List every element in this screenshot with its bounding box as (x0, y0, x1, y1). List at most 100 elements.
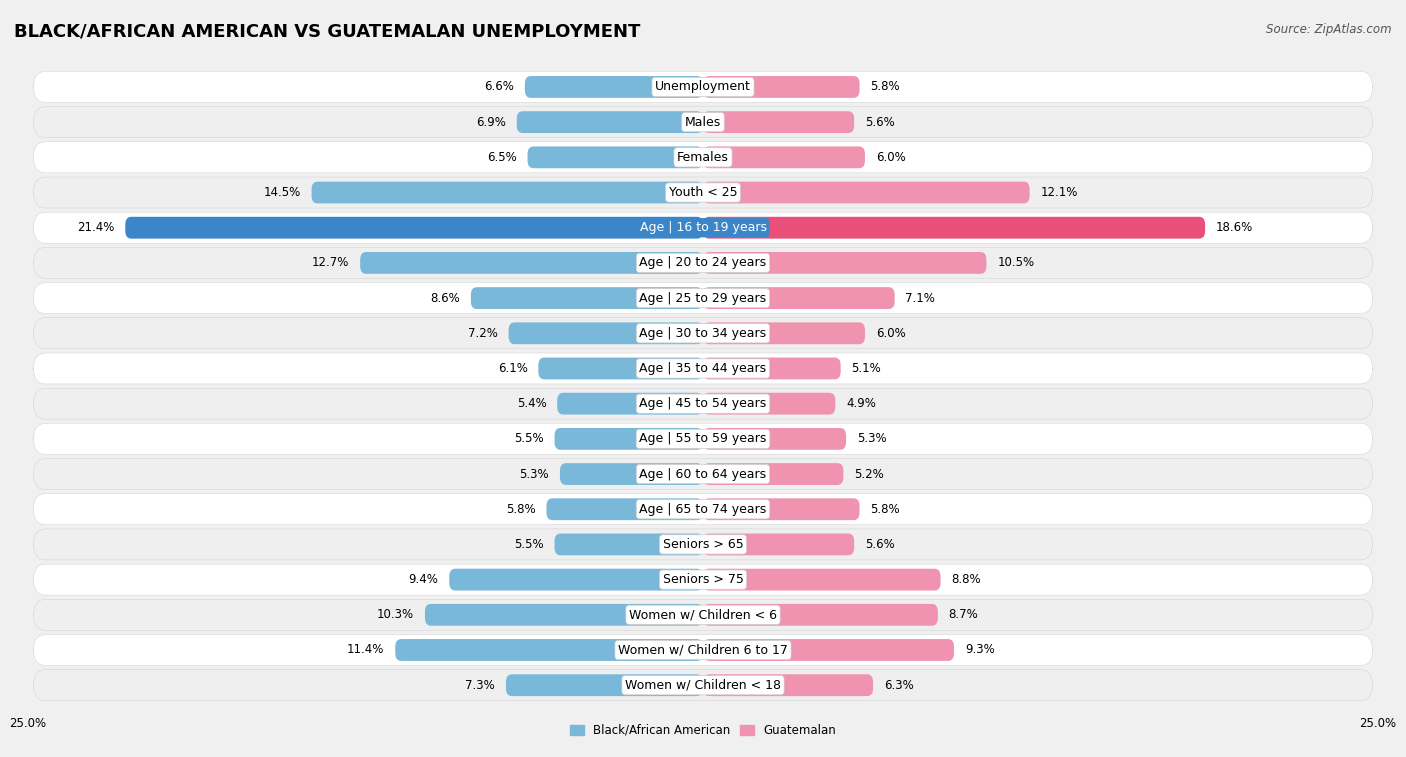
Text: 14.5%: 14.5% (263, 186, 301, 199)
FancyBboxPatch shape (557, 393, 703, 415)
FancyBboxPatch shape (34, 529, 1372, 560)
FancyBboxPatch shape (560, 463, 703, 485)
FancyBboxPatch shape (703, 498, 859, 520)
Text: 12.1%: 12.1% (1040, 186, 1078, 199)
FancyBboxPatch shape (703, 76, 859, 98)
FancyBboxPatch shape (703, 252, 987, 274)
Text: 8.8%: 8.8% (952, 573, 981, 586)
Text: 6.3%: 6.3% (884, 679, 914, 692)
Text: Seniors > 75: Seniors > 75 (662, 573, 744, 586)
Text: 5.8%: 5.8% (870, 80, 900, 93)
FancyBboxPatch shape (360, 252, 703, 274)
Text: Source: ZipAtlas.com: Source: ZipAtlas.com (1267, 23, 1392, 36)
FancyBboxPatch shape (34, 459, 1372, 490)
FancyBboxPatch shape (703, 217, 1205, 238)
FancyBboxPatch shape (527, 146, 703, 168)
FancyBboxPatch shape (554, 428, 703, 450)
FancyBboxPatch shape (34, 142, 1372, 173)
Text: 6.9%: 6.9% (477, 116, 506, 129)
FancyBboxPatch shape (34, 494, 1372, 525)
Text: 8.7%: 8.7% (949, 609, 979, 621)
FancyBboxPatch shape (703, 639, 955, 661)
Text: 18.6%: 18.6% (1216, 221, 1253, 234)
FancyBboxPatch shape (524, 76, 703, 98)
FancyBboxPatch shape (34, 564, 1372, 595)
FancyBboxPatch shape (312, 182, 703, 204)
Text: Age | 55 to 59 years: Age | 55 to 59 years (640, 432, 766, 445)
FancyBboxPatch shape (703, 534, 855, 556)
FancyBboxPatch shape (425, 604, 703, 626)
Text: Age | 30 to 34 years: Age | 30 to 34 years (640, 327, 766, 340)
FancyBboxPatch shape (509, 322, 703, 344)
FancyBboxPatch shape (34, 423, 1372, 454)
Text: Age | 65 to 74 years: Age | 65 to 74 years (640, 503, 766, 516)
FancyBboxPatch shape (703, 604, 938, 626)
Text: 21.4%: 21.4% (77, 221, 114, 234)
FancyBboxPatch shape (395, 639, 703, 661)
FancyBboxPatch shape (34, 353, 1372, 384)
Text: 4.9%: 4.9% (846, 397, 876, 410)
Text: Women w/ Children < 18: Women w/ Children < 18 (626, 679, 780, 692)
FancyBboxPatch shape (703, 393, 835, 415)
Text: 5.6%: 5.6% (865, 116, 894, 129)
Text: Youth < 25: Youth < 25 (669, 186, 737, 199)
FancyBboxPatch shape (34, 318, 1372, 349)
FancyBboxPatch shape (125, 217, 703, 238)
Text: 5.5%: 5.5% (515, 538, 544, 551)
Text: 5.2%: 5.2% (855, 468, 884, 481)
FancyBboxPatch shape (517, 111, 703, 133)
FancyBboxPatch shape (703, 428, 846, 450)
FancyBboxPatch shape (703, 287, 894, 309)
Text: Age | 20 to 24 years: Age | 20 to 24 years (640, 257, 766, 269)
Text: 11.4%: 11.4% (347, 643, 384, 656)
FancyBboxPatch shape (34, 388, 1372, 419)
FancyBboxPatch shape (34, 212, 1372, 243)
FancyBboxPatch shape (34, 248, 1372, 279)
FancyBboxPatch shape (703, 146, 865, 168)
Text: 5.4%: 5.4% (516, 397, 547, 410)
Text: 9.4%: 9.4% (409, 573, 439, 586)
Text: Males: Males (685, 116, 721, 129)
FancyBboxPatch shape (34, 670, 1372, 701)
Text: BLACK/AFRICAN AMERICAN VS GUATEMALAN UNEMPLOYMENT: BLACK/AFRICAN AMERICAN VS GUATEMALAN UNE… (14, 23, 641, 41)
FancyBboxPatch shape (34, 71, 1372, 102)
Text: Women w/ Children 6 to 17: Women w/ Children 6 to 17 (619, 643, 787, 656)
Text: 5.6%: 5.6% (865, 538, 894, 551)
Text: Age | 60 to 64 years: Age | 60 to 64 years (640, 468, 766, 481)
Text: Age | 45 to 54 years: Age | 45 to 54 years (640, 397, 766, 410)
Text: 6.5%: 6.5% (486, 151, 517, 164)
FancyBboxPatch shape (34, 634, 1372, 665)
FancyBboxPatch shape (34, 600, 1372, 631)
Text: Females: Females (678, 151, 728, 164)
FancyBboxPatch shape (450, 569, 703, 590)
Text: 5.3%: 5.3% (856, 432, 887, 445)
Text: Age | 16 to 19 years: Age | 16 to 19 years (640, 221, 766, 234)
Text: 5.1%: 5.1% (852, 362, 882, 375)
Text: 5.5%: 5.5% (515, 432, 544, 445)
FancyBboxPatch shape (547, 498, 703, 520)
Text: 6.1%: 6.1% (498, 362, 527, 375)
Text: 6.0%: 6.0% (876, 151, 905, 164)
Legend: Black/African American, Guatemalan: Black/African American, Guatemalan (565, 719, 841, 742)
Text: 12.7%: 12.7% (312, 257, 349, 269)
FancyBboxPatch shape (703, 357, 841, 379)
Text: 5.8%: 5.8% (870, 503, 900, 516)
Text: 5.8%: 5.8% (506, 503, 536, 516)
FancyBboxPatch shape (703, 322, 865, 344)
Text: 8.6%: 8.6% (430, 291, 460, 304)
Text: 7.1%: 7.1% (905, 291, 935, 304)
FancyBboxPatch shape (703, 182, 1029, 204)
Text: 6.6%: 6.6% (484, 80, 515, 93)
Text: 7.3%: 7.3% (465, 679, 495, 692)
FancyBboxPatch shape (703, 569, 941, 590)
Text: Unemployment: Unemployment (655, 80, 751, 93)
Text: 6.0%: 6.0% (876, 327, 905, 340)
FancyBboxPatch shape (703, 111, 855, 133)
FancyBboxPatch shape (554, 534, 703, 556)
FancyBboxPatch shape (34, 177, 1372, 208)
Text: 7.2%: 7.2% (468, 327, 498, 340)
Text: Seniors > 65: Seniors > 65 (662, 538, 744, 551)
FancyBboxPatch shape (471, 287, 703, 309)
FancyBboxPatch shape (34, 282, 1372, 313)
Text: 10.5%: 10.5% (997, 257, 1035, 269)
